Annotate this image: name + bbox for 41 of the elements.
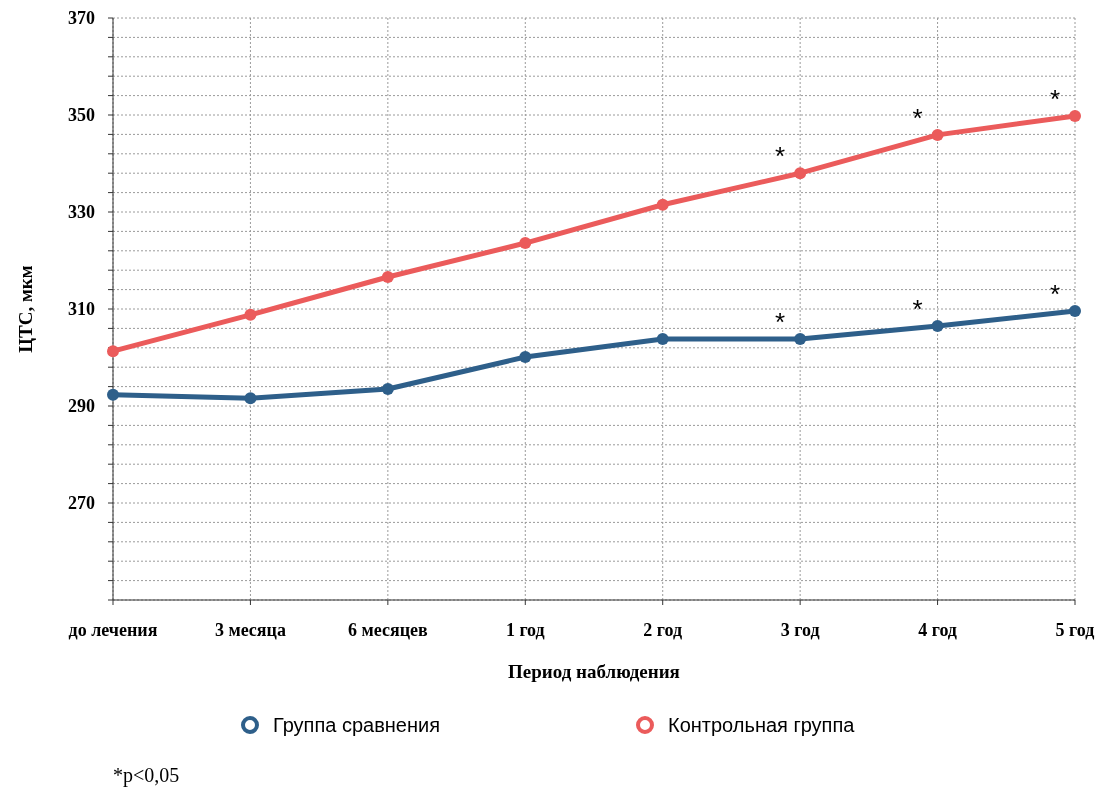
y-tick-label: 330: [68, 202, 95, 223]
y-tick-label: 350: [68, 105, 95, 126]
point: [107, 388, 119, 401]
x-tick-label: 3 год: [780, 620, 820, 640]
x-tick-label: до лечения: [68, 620, 158, 640]
point: [107, 345, 119, 358]
point: [244, 392, 257, 405]
x-tick-label: 4 год: [918, 620, 957, 640]
y-tick-label: 290: [68, 396, 95, 417]
annotation: *: [912, 102, 923, 133]
point: [381, 383, 394, 396]
annotation: *: [1049, 83, 1061, 114]
point: [1069, 109, 1081, 122]
x-tick-label: 3 месяца: [214, 620, 286, 640]
legend-label: Группа сравнения: [273, 714, 441, 736]
x-tick-label: 6 месяцев: [347, 620, 429, 640]
x-tick-label: 1 год: [505, 620, 545, 640]
point: [931, 319, 944, 332]
annotation: *: [912, 293, 923, 324]
y-tick-label: 270: [68, 493, 95, 514]
y-axis-title: ЦТС, мкм: [15, 265, 36, 353]
annotation: *: [775, 141, 786, 172]
x-axis-title: Период наблюдения: [508, 661, 680, 682]
point: [519, 351, 532, 364]
annotation: *: [1049, 278, 1061, 309]
point: [519, 237, 532, 250]
point: [656, 198, 669, 211]
point: [244, 308, 257, 321]
x-tick-label: 2 год: [643, 620, 683, 640]
point: [794, 167, 807, 180]
legend-label: Контрольная группа: [668, 714, 856, 736]
annotation: *: [775, 307, 786, 338]
point: [656, 333, 669, 346]
x-tick-label: 5 год: [1055, 620, 1095, 640]
point: [381, 270, 394, 283]
point: [1069, 304, 1081, 317]
y-tick-label: 370: [68, 8, 95, 29]
point: [794, 333, 807, 346]
point: [931, 128, 944, 141]
y-tick-label: 310: [68, 299, 95, 320]
text: *p<0,05: [113, 764, 180, 787]
